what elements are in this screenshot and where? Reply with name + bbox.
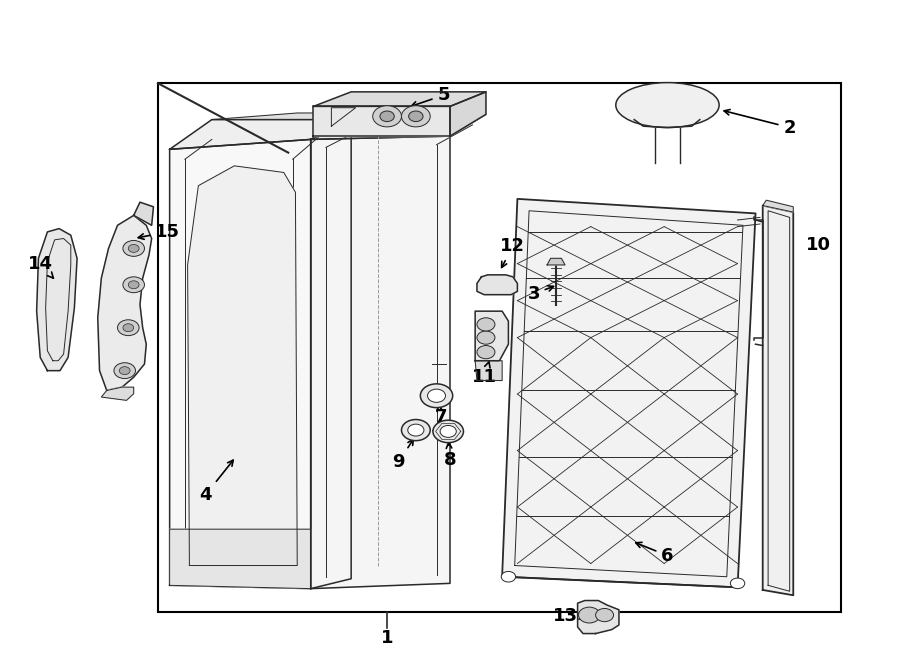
Text: 5: 5 — [411, 86, 450, 107]
Polygon shape — [450, 92, 486, 136]
Polygon shape — [762, 205, 793, 595]
Circle shape — [380, 111, 394, 122]
Circle shape — [129, 244, 140, 252]
Circle shape — [579, 607, 600, 623]
Bar — [158, 83, 841, 612]
Circle shape — [409, 111, 423, 122]
Polygon shape — [187, 166, 297, 565]
Circle shape — [596, 608, 614, 622]
Text: 1: 1 — [381, 628, 393, 647]
Text: 12: 12 — [500, 238, 526, 267]
Ellipse shape — [616, 83, 719, 128]
Polygon shape — [310, 115, 486, 140]
Text: 8: 8 — [444, 443, 456, 469]
Text: 10: 10 — [806, 236, 831, 254]
Polygon shape — [313, 92, 486, 107]
Polygon shape — [475, 311, 508, 361]
Text: 6: 6 — [635, 542, 674, 565]
Polygon shape — [169, 140, 310, 589]
Polygon shape — [134, 202, 154, 225]
Polygon shape — [102, 387, 134, 401]
Polygon shape — [477, 275, 517, 295]
Circle shape — [401, 106, 430, 127]
Polygon shape — [169, 120, 351, 150]
Text: 4: 4 — [199, 460, 233, 504]
Text: 7: 7 — [435, 405, 447, 426]
Text: 15: 15 — [139, 223, 180, 241]
Circle shape — [373, 106, 401, 127]
Text: 3: 3 — [527, 285, 554, 303]
Circle shape — [477, 331, 495, 344]
Polygon shape — [475, 361, 502, 381]
Circle shape — [123, 324, 134, 332]
Circle shape — [731, 578, 744, 589]
Polygon shape — [310, 120, 351, 589]
Circle shape — [129, 281, 140, 289]
Circle shape — [123, 240, 145, 256]
Polygon shape — [578, 600, 619, 634]
Polygon shape — [547, 258, 565, 265]
Polygon shape — [310, 136, 450, 589]
Circle shape — [477, 346, 495, 359]
Circle shape — [477, 318, 495, 331]
Polygon shape — [169, 529, 310, 589]
Circle shape — [408, 424, 424, 436]
Polygon shape — [98, 215, 152, 391]
Polygon shape — [762, 200, 793, 212]
Text: 2: 2 — [724, 109, 796, 136]
Circle shape — [440, 426, 456, 438]
Polygon shape — [313, 107, 450, 136]
Circle shape — [420, 384, 453, 408]
Circle shape — [118, 320, 140, 336]
Circle shape — [501, 571, 516, 582]
Text: 14: 14 — [28, 255, 53, 278]
Polygon shape — [212, 113, 441, 120]
Circle shape — [120, 367, 130, 375]
Circle shape — [433, 420, 464, 443]
Text: 9: 9 — [392, 440, 413, 471]
Circle shape — [123, 277, 145, 293]
Polygon shape — [37, 228, 77, 371]
Polygon shape — [502, 199, 755, 587]
Circle shape — [428, 389, 446, 402]
Text: 13: 13 — [553, 607, 585, 626]
Text: 11: 11 — [472, 361, 497, 386]
Circle shape — [114, 363, 136, 379]
Circle shape — [401, 420, 430, 441]
